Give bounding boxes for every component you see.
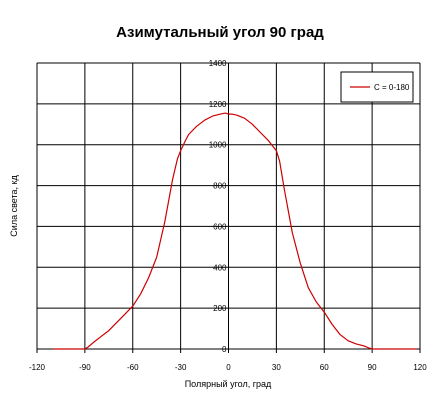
y-tick-label: 1000: [209, 141, 227, 150]
series-layer: [53, 112, 417, 350]
x-axis-label: Полярный угол, град: [185, 379, 272, 389]
y-tick-label: 1400: [209, 59, 227, 68]
legend-label: C = 0-180: [374, 83, 410, 92]
x-tick-label: 90: [368, 363, 377, 372]
x-tick-label: 120: [413, 363, 427, 372]
y-tick-label: 400: [213, 263, 227, 272]
y-tick-label: 800: [213, 182, 227, 191]
x-tick-label: -30: [175, 363, 187, 372]
y-axis-label: Сила света, кд: [9, 175, 19, 237]
x-tick-label: 30: [272, 363, 281, 372]
axis-layer: -120 -90 -60 -30 0 30 60 90 1200 200 400 600 800 1000…: [29, 59, 427, 372]
x-tick-label: 0: [226, 363, 231, 372]
x-tick-label: 60: [320, 363, 329, 372]
x-tick-label: -90: [79, 363, 91, 372]
x-tick-label: -60: [127, 363, 139, 372]
y-tick-label: 600: [213, 222, 227, 231]
legend: C = 0-180: [340, 71, 414, 103]
x-tick-label: -120: [29, 363, 46, 372]
y-tick-label: 200: [213, 304, 227, 313]
chart-title: Азимутальный угол 90 град: [116, 24, 324, 41]
grid-layer: [36, 62, 421, 349]
y-tick-label: 1200: [209, 100, 227, 109]
series-line-0: [53, 112, 417, 350]
